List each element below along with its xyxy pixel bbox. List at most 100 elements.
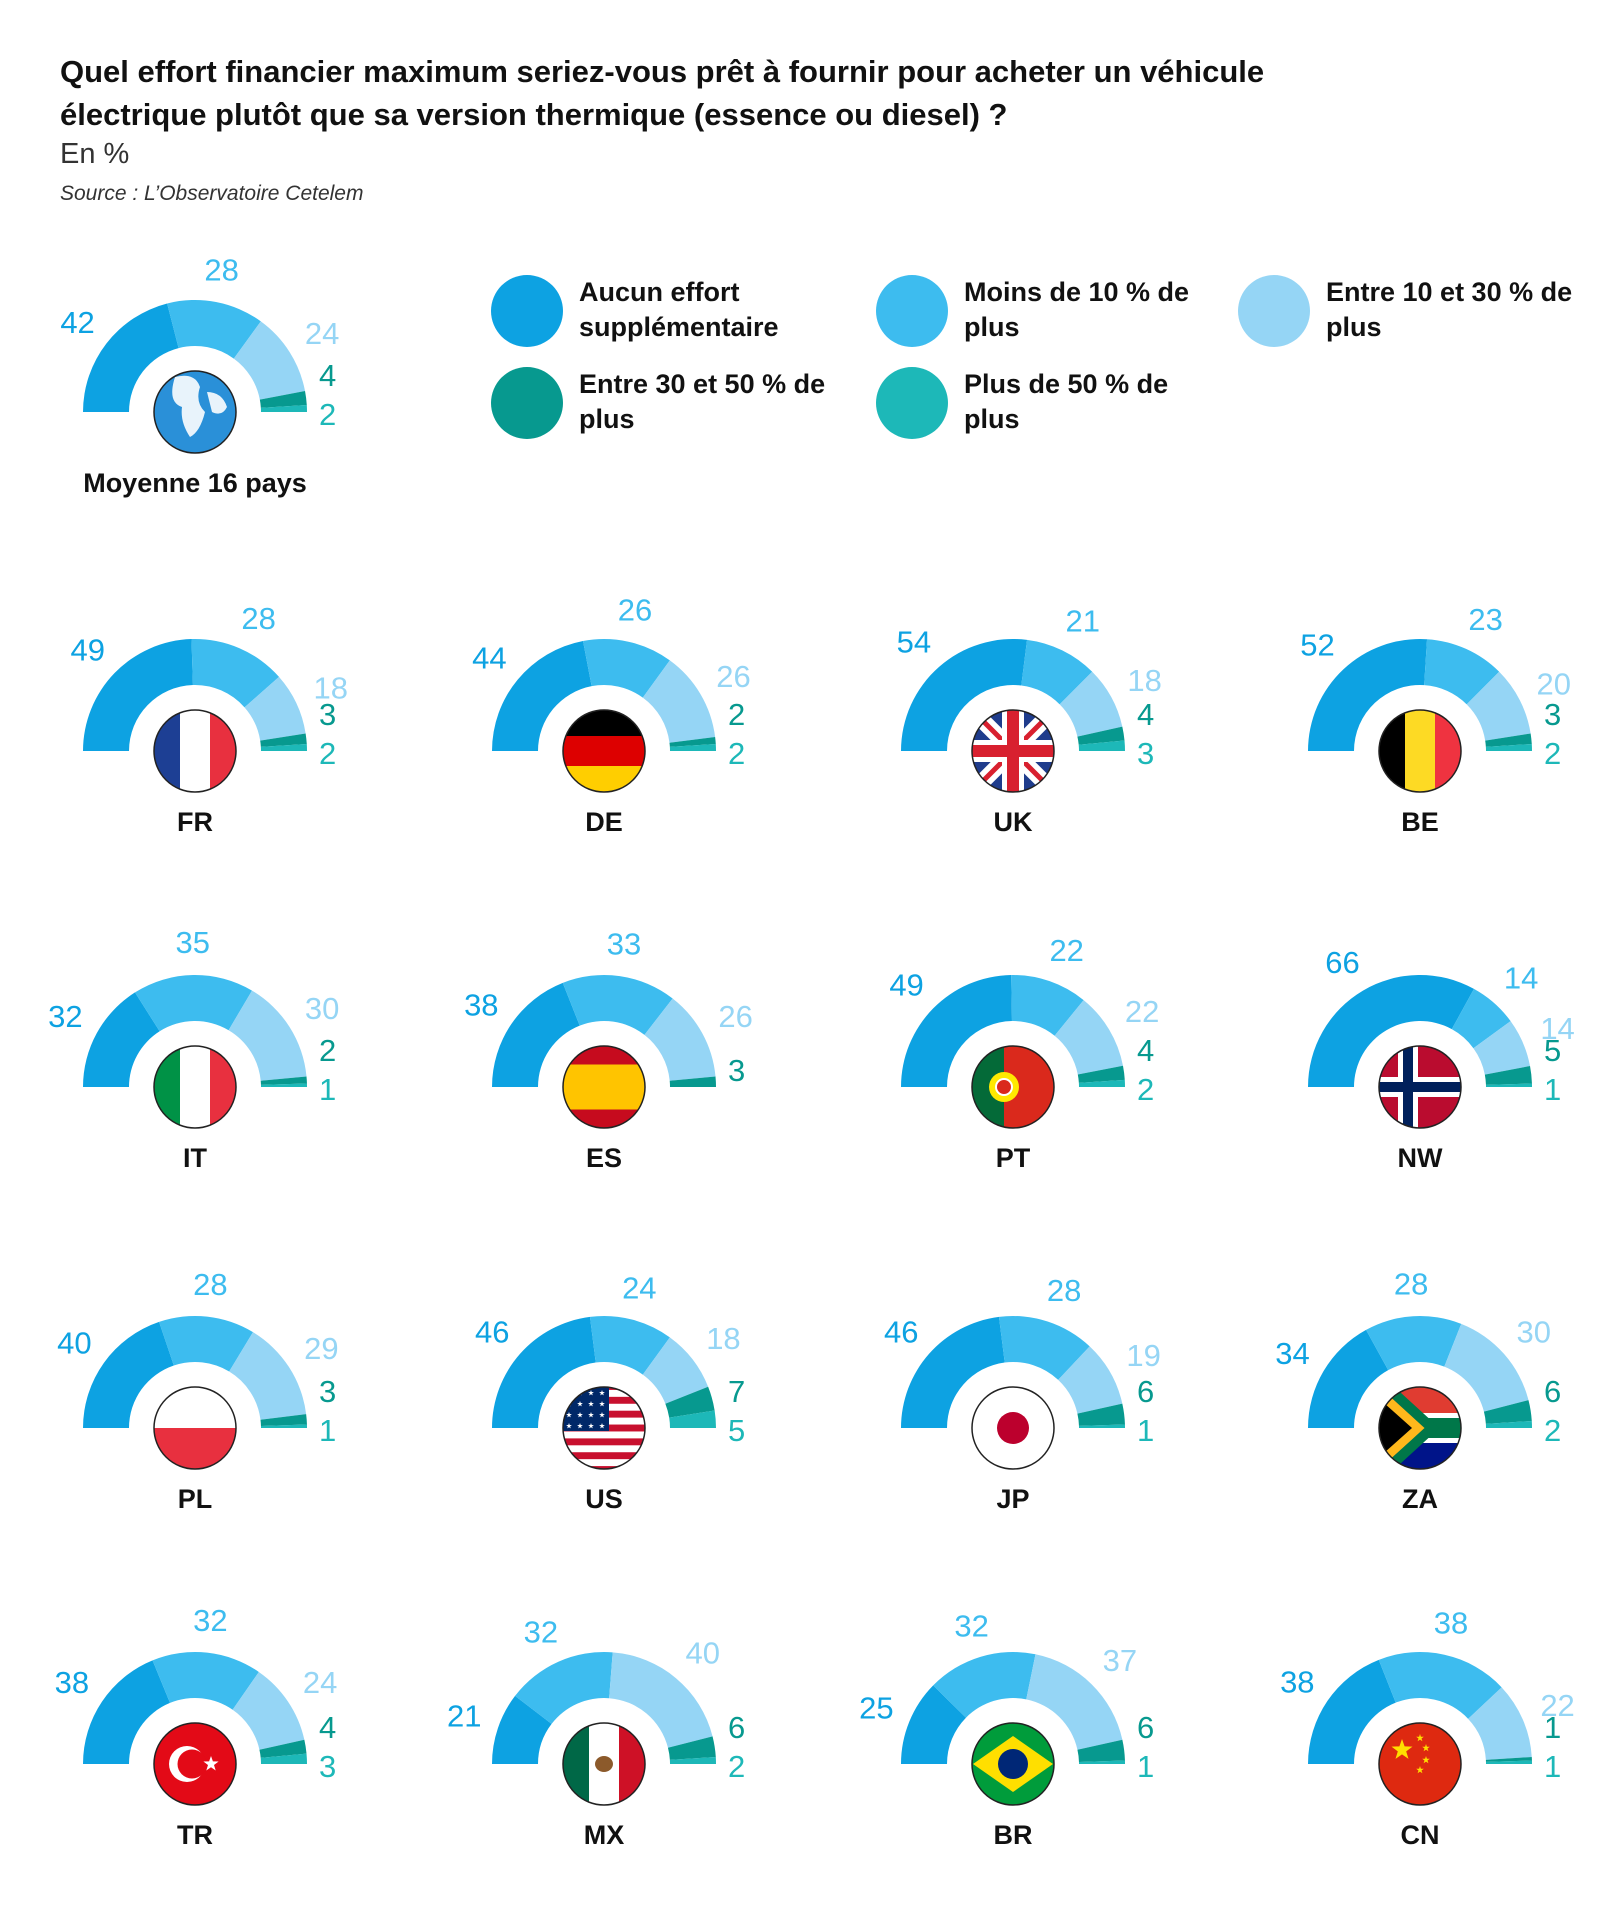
value-label: 6 [1137,1374,1154,1409]
value-label: 1 [1544,1072,1561,1107]
value-label: 30 [1517,1314,1551,1349]
flag-part [563,736,645,767]
gauge-segment [1021,639,1093,705]
gauge-segment [228,990,307,1081]
flag-star [566,1412,572,1418]
gauge-segment [1078,1079,1125,1087]
flag [563,1723,645,1805]
gauge-segment [260,1753,307,1764]
flag-outline [1378,1722,1462,1806]
gauge-segment [1485,743,1532,751]
value-label: 2 [1544,1413,1561,1448]
flag [1379,1387,1461,1469]
value-label: 4 [319,358,336,393]
gauge-segment [669,1757,716,1764]
gauge-segment [492,1695,552,1764]
value-label: 33 [607,927,641,962]
gauge-segment [515,1652,613,1724]
category-label: PT [996,1143,1031,1173]
value-label: 37 [1103,1643,1137,1678]
gauge-segment [260,404,307,412]
flag-part [595,1756,613,1772]
gauge-segment [1058,1346,1123,1414]
flag [972,1387,1054,1469]
value-label: 20 [1537,667,1571,702]
gauge-segment [669,736,716,747]
flag-star [599,1390,605,1396]
gauge-segment [1378,1652,1502,1719]
flag-part [563,1459,645,1467]
legend-label: Plus de 50 % de plus [964,369,1169,434]
gauge-segment [260,1414,307,1426]
flag-outline [562,1722,646,1806]
flag-outline [562,1045,646,1129]
flag-star [588,1412,594,1418]
legend-swatch [876,367,948,439]
gauge-segment [1466,671,1531,741]
flag-part [998,1749,1028,1779]
value-label: 21 [1065,604,1099,639]
flag-part [172,375,227,437]
value-label: 66 [1325,945,1359,980]
gauge-segment [642,660,716,743]
gauge-segment [998,1316,1090,1380]
category-label: MX [584,1820,625,1850]
gauge-segment [1483,1400,1532,1424]
value-label: 2 [319,1033,336,1068]
flag [154,710,236,792]
flag-outline [971,1722,1055,1806]
value-label: 3 [319,1749,336,1784]
category-label: BR [994,1820,1033,1850]
value-label: 2 [728,1749,745,1784]
gauge-segment [83,1321,174,1429]
gauge-segment [260,1083,307,1087]
category-label: DE [585,807,623,837]
value-label: 26 [718,999,752,1034]
value-label: 38 [55,1665,89,1700]
category-label: Moyenne 16 pays [83,468,307,498]
value-label: 30 [305,991,339,1026]
gauge-segment [83,303,179,412]
value-label: 32 [954,1608,988,1643]
flag-star [577,1401,583,1407]
flag-star [588,1423,594,1429]
flag [154,1046,236,1128]
flag-outline [153,1386,237,1470]
gauge-segment [260,1424,307,1428]
value-label: 46 [884,1314,918,1349]
flag-outline [1378,1045,1462,1129]
value-label: 4 [1137,697,1154,732]
gauge-segment [1485,1756,1532,1762]
flag-part [154,1387,236,1429]
value-label: 46 [475,1314,509,1349]
flag-part [563,1064,645,1110]
gauge-segment [492,982,580,1087]
gauge-segment [901,1316,1005,1428]
category-label: BE [1401,807,1439,837]
value-label: 38 [464,987,498,1022]
value-label: 28 [241,601,275,636]
gauge-segment [589,1316,670,1375]
value-label: 34 [1275,1336,1309,1371]
gauge-segment [1468,1687,1532,1760]
value-label: 52 [1300,628,1334,663]
value-label: 32 [48,999,82,1034]
legend-label: Entre 10 et 30 % de plus [1326,277,1573,342]
flag-part [1379,1395,1412,1461]
flag-star [1391,1739,1413,1759]
gauge-segment [669,1410,716,1428]
flag-star [577,1423,583,1429]
category-label: US [585,1484,623,1514]
flag-star [566,1390,572,1396]
flag [1379,1723,1461,1805]
value-label: 28 [204,253,238,288]
value-label: 3 [728,1053,745,1088]
gauge-segment [901,975,1012,1087]
gauge-segment [1308,1329,1389,1428]
value-label: 40 [57,1325,91,1360]
flag [972,1723,1054,1805]
value-label: 6 [1544,1374,1561,1409]
gauge-segment [667,1736,716,1760]
flag [563,710,645,792]
